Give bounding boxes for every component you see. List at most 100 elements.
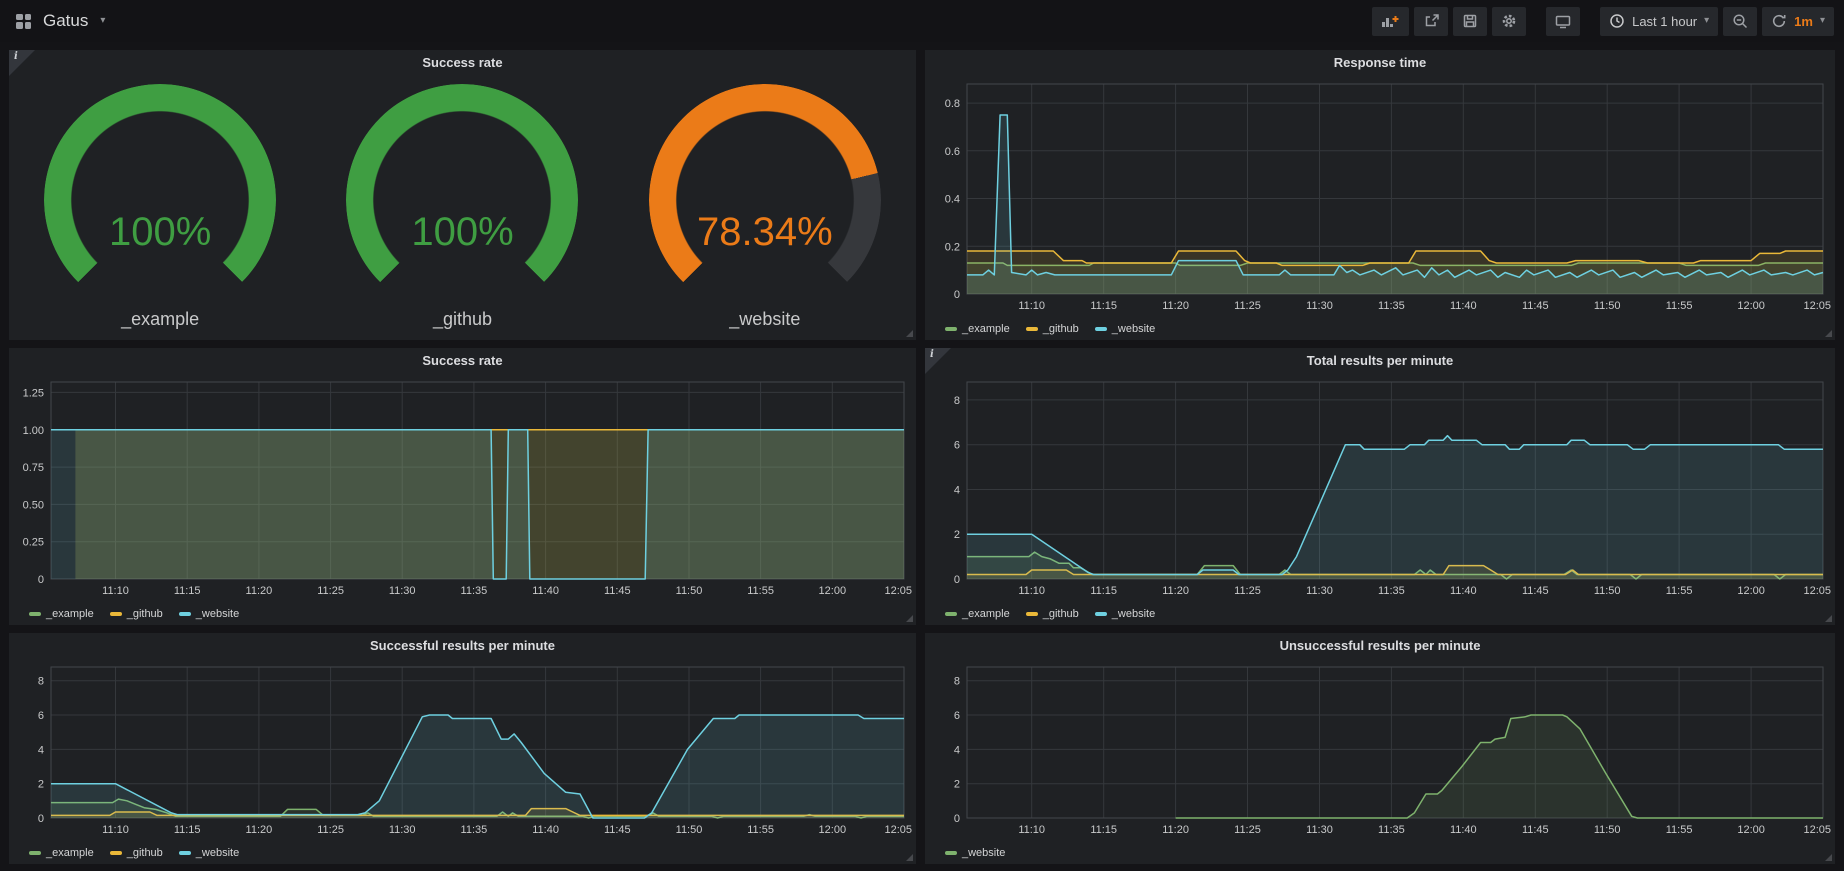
legend-item[interactable]: _website [1094,323,1155,335]
legend-item[interactable]: _website [1094,608,1155,620]
share-button[interactable] [1414,6,1449,36]
total-results-chart[interactable]: 0 2 4 6 8 11:10 11:15 11:20 11:25 11:30 11:35 11:40… [927,372,1833,599]
resize-handle[interactable] [1825,615,1832,622]
svg-text:11:50: 11:50 [1594,585,1621,597]
share-icon [1425,14,1439,27]
svg-text:11:40: 11:40 [1450,300,1477,312]
successful-results-chart[interactable]: 0 2 4 6 8 11:10 11:15 11:20 11:25 11:30 11:35 11:40… [11,657,914,838]
panel-title[interactable]: Total results per minute [1306,353,1454,368]
refresh-button[interactable]: 1m ▾ [1762,6,1834,36]
legend-item[interactable]: _example [29,847,94,859]
svg-text:11:15: 11:15 [1090,300,1117,312]
legend-item[interactable]: _example [29,608,94,620]
legend-swatch [945,851,957,855]
svg-text:11:30: 11:30 [1306,300,1333,312]
gauge-value: 100% [411,210,514,254]
gauge-arc [346,84,579,316]
time-range-picker[interactable]: Last 1 hour ▾ [1600,6,1719,36]
legend-swatch [29,851,41,855]
resize-handle[interactable] [1825,330,1832,337]
info-icon: i [930,349,934,360]
resize-handle[interactable] [906,854,913,861]
gauge-label: _github [432,309,493,329]
svg-text:11:55: 11:55 [747,824,774,836]
svg-text:11:10: 11:10 [102,585,129,597]
resize-handle[interactable] [1825,854,1832,861]
svg-text:11:55: 11:55 [1666,585,1693,597]
svg-text:0.50: 0.50 [23,499,44,511]
legend-item[interactable]: _website [945,847,1005,859]
settings-button[interactable] [1492,6,1527,36]
success-rate-chart[interactable]: 0 0.25 0.50 0.75 1.00 1.25 11:10 11:15 11:20 11:2… [11,372,914,599]
save-icon [1463,14,1477,28]
svg-text:11:15: 11:15 [174,824,201,836]
legend-swatch [178,612,191,616]
apps-grid-icon[interactable] [16,13,31,29]
svg-text:11:10: 11:10 [102,824,129,836]
legend-item[interactable]: _website [178,608,239,620]
legend-item[interactable]: _github [109,847,163,859]
dashboard-title[interactable]: Gatus [43,11,89,30]
svg-text:11:55: 11:55 [1666,824,1693,836]
resize-handle[interactable] [906,615,913,622]
panel-info-corner[interactable]: i [925,348,951,374]
chevron-down-icon[interactable]: ▾ [100,15,106,26]
tv-mode-button[interactable] [1546,6,1581,36]
svg-text:11:50: 11:50 [1594,824,1621,836]
svg-text:11:50: 11:50 [1594,300,1621,312]
svg-text:11:15: 11:15 [174,585,201,597]
unsuccessful-results-chart[interactable]: 0 2 4 6 8 11:10 11:15 11:20 11:25 11:30 11:35 11:40… [927,657,1833,838]
clock-icon [1610,14,1624,28]
svg-text:11:30: 11:30 [1306,585,1333,597]
panel-title[interactable]: Success rate [422,353,503,368]
svg-text:1.25: 1.25 [23,387,44,399]
svg-text:12:00: 12:00 [1737,824,1765,836]
legend: _example _github _website [29,608,239,620]
gauge-arc [44,84,277,316]
svg-text:11:45: 11:45 [604,824,631,836]
info-icon: i [14,51,18,62]
save-button[interactable] [1453,6,1488,36]
legend-item[interactable]: _website [178,847,239,859]
legend-item[interactable]: _github [1025,608,1079,620]
svg-text:11:30: 11:30 [389,585,416,597]
gauge-github: 100% _github [311,74,613,340]
svg-text:4: 4 [38,744,44,756]
gauge-value: 100% [109,210,212,254]
svg-text:11:25: 11:25 [317,585,344,597]
response-time-chart[interactable]: 0 0.2 0.4 0.6 0.8 11:10 11:15 11:20 11:25 11:30 11… [927,74,1833,314]
panel-info-corner[interactable]: i [9,50,35,76]
legend-item[interactable]: _example [945,323,1010,335]
gauge-arc [648,84,881,316]
panel-title[interactable]: Successful results per minute [370,638,555,653]
resize-handle[interactable] [906,330,913,337]
legend-swatch [945,327,957,331]
svg-text:0: 0 [38,813,44,825]
monitor-icon [1555,15,1571,29]
legend-item[interactable]: _github [109,608,163,620]
gauge-row: 100% _example 100% _github 78.34% _websi… [9,74,916,340]
svg-text:11:20: 11:20 [1162,824,1189,836]
svg-text:11:20: 11:20 [1162,300,1189,312]
legend: _example _github _website [945,608,1155,620]
navbar: Gatus ▾ Last 1 hour ▾ 1m [0,0,1844,42]
svg-text:11:25: 11:25 [1234,300,1261,312]
refresh-icon [1773,14,1786,28]
zoom-out-button[interactable] [1723,6,1758,36]
svg-text:2: 2 [954,779,960,791]
panel-title[interactable]: Success rate [422,55,503,70]
zoom-out-icon [1733,14,1748,29]
legend-item[interactable]: _example [945,608,1010,620]
svg-text:11:35: 11:35 [461,824,488,836]
svg-text:12:05: 12:05 [1803,300,1831,312]
svg-text:6: 6 [954,710,960,722]
svg-text:11:15: 11:15 [1090,585,1117,597]
legend-swatch [109,851,122,855]
legend-item[interactable]: _github [1025,323,1079,335]
add-panel-button[interactable] [1372,6,1410,36]
gauge-label: _website [729,309,801,329]
panel-title[interactable]: Unsuccessful results per minute [1279,638,1481,653]
legend-swatch [1025,327,1038,331]
panel-response-time: Response time 0 0.2 0.4 0.6 0.8 11:10 11:15 11:… [925,50,1835,340]
panel-title[interactable]: Response time [1333,55,1427,70]
